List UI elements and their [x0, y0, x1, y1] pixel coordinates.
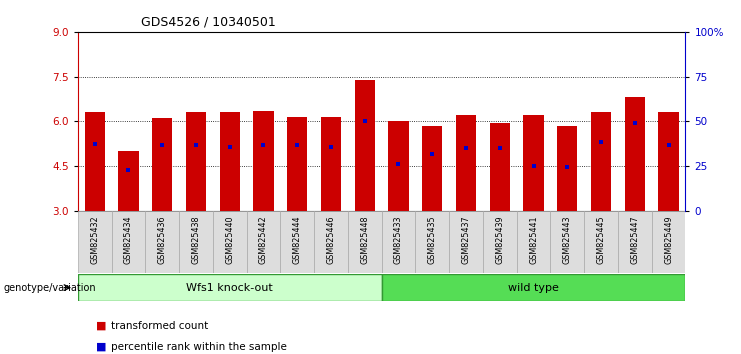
Text: GSM825439: GSM825439: [495, 216, 505, 264]
Text: GSM825446: GSM825446: [327, 216, 336, 264]
Text: wild type: wild type: [508, 282, 559, 293]
Bar: [186, 112, 206, 211]
Text: GSM825435: GSM825435: [428, 216, 436, 264]
FancyBboxPatch shape: [516, 211, 551, 273]
FancyBboxPatch shape: [618, 211, 651, 273]
Text: GSM825443: GSM825443: [562, 216, 572, 264]
FancyBboxPatch shape: [483, 211, 516, 273]
Text: ■: ■: [96, 342, 107, 352]
Text: Wfs1 knock-out: Wfs1 knock-out: [186, 282, 273, 293]
Bar: [557, 126, 577, 211]
FancyBboxPatch shape: [551, 211, 584, 273]
Bar: [119, 151, 139, 211]
Bar: [152, 118, 173, 211]
Bar: [659, 112, 679, 211]
Text: GSM825447: GSM825447: [631, 216, 639, 264]
Bar: [625, 97, 645, 211]
Bar: [219, 112, 240, 211]
FancyBboxPatch shape: [382, 211, 416, 273]
Text: GDS4526 / 10340501: GDS4526 / 10340501: [141, 16, 276, 29]
FancyBboxPatch shape: [382, 274, 685, 301]
Bar: [84, 112, 104, 211]
Text: GSM825449: GSM825449: [664, 216, 673, 264]
FancyBboxPatch shape: [179, 211, 213, 273]
Text: GSM825444: GSM825444: [293, 216, 302, 264]
Text: GSM825434: GSM825434: [124, 216, 133, 264]
FancyBboxPatch shape: [314, 211, 348, 273]
FancyBboxPatch shape: [112, 211, 145, 273]
Bar: [388, 121, 408, 211]
Text: GSM825436: GSM825436: [158, 216, 167, 264]
Text: percentile rank within the sample: percentile rank within the sample: [111, 342, 287, 352]
Bar: [253, 111, 273, 211]
Text: GSM825442: GSM825442: [259, 216, 268, 264]
Text: GSM825441: GSM825441: [529, 216, 538, 264]
FancyBboxPatch shape: [651, 211, 685, 273]
Bar: [456, 115, 476, 211]
Bar: [287, 117, 308, 211]
FancyBboxPatch shape: [449, 211, 483, 273]
Text: GSM825432: GSM825432: [90, 216, 99, 264]
FancyBboxPatch shape: [247, 211, 280, 273]
Bar: [422, 126, 442, 211]
Text: GSM825438: GSM825438: [191, 216, 201, 264]
FancyBboxPatch shape: [78, 274, 382, 301]
Text: GSM825440: GSM825440: [225, 216, 234, 264]
Bar: [591, 112, 611, 211]
Text: GSM825448: GSM825448: [360, 216, 369, 264]
Text: genotype/variation: genotype/variation: [4, 282, 96, 293]
FancyBboxPatch shape: [213, 211, 247, 273]
Bar: [490, 123, 510, 211]
Text: GSM825433: GSM825433: [394, 216, 403, 264]
Bar: [355, 80, 375, 211]
FancyBboxPatch shape: [416, 211, 449, 273]
FancyBboxPatch shape: [584, 211, 618, 273]
FancyBboxPatch shape: [280, 211, 314, 273]
Bar: [523, 115, 544, 211]
Text: GSM825445: GSM825445: [597, 216, 605, 264]
Text: ■: ■: [96, 321, 107, 331]
Text: transformed count: transformed count: [111, 321, 208, 331]
Bar: [321, 117, 341, 211]
Text: GSM825437: GSM825437: [462, 216, 471, 264]
FancyBboxPatch shape: [78, 211, 112, 273]
FancyBboxPatch shape: [145, 211, 179, 273]
FancyBboxPatch shape: [348, 211, 382, 273]
